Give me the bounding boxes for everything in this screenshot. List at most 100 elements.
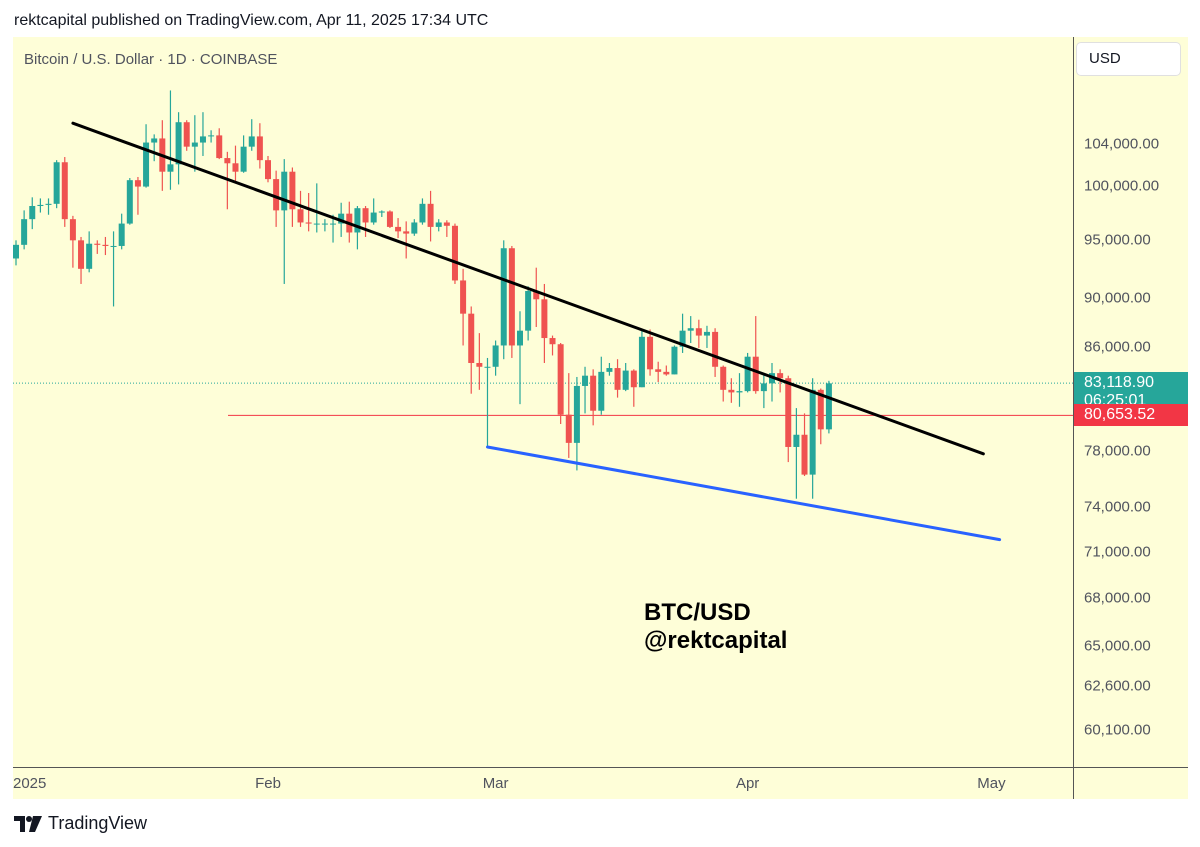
candle-body[interactable] [468,313,475,363]
candle-body[interactable] [330,223,337,225]
candle-body[interactable] [297,209,304,223]
candle-body[interactable] [736,391,743,393]
candle-body[interactable] [53,162,60,204]
resistance-trendline[interactable] [71,121,985,456]
candle-body[interactable] [395,226,402,232]
candle-body[interactable] [573,385,580,443]
candle-body[interactable] [305,222,312,224]
candle-body[interactable] [655,369,662,372]
candle-body[interactable] [492,345,499,367]
candle-body[interactable] [183,122,190,147]
candle-body[interactable] [13,244,19,259]
candle-body[interactable] [69,219,76,241]
candle-body[interactable] [809,389,816,475]
time-scale[interactable] [13,767,1073,799]
candle-body[interactable] [354,208,361,233]
candle-body[interactable] [78,240,85,269]
candle-body[interactable] [86,243,93,269]
candle-body[interactable] [273,179,280,211]
candle-body[interactable] [695,328,702,336]
candle-body[interactable] [606,368,613,372]
candle-body[interactable] [622,370,629,390]
candle-body[interactable] [630,370,637,388]
candle-body[interactable] [281,171,288,211]
candle-body[interactable] [403,231,410,234]
candle-body[interactable] [29,206,36,220]
candle-body[interactable] [191,142,198,147]
candle-body[interactable] [817,389,824,430]
candle-body[interactable] [525,291,532,331]
candle-body[interactable] [411,222,418,234]
candle-body[interactable] [110,245,117,247]
candle-body[interactable] [289,171,296,210]
candle-body[interactable] [134,180,141,187]
candle-body[interactable] [175,122,182,165]
candle-body[interactable] [435,222,442,227]
candle-body[interactable] [224,158,231,164]
candle-body[interactable] [362,208,369,223]
chart-pane[interactable] [13,37,1073,767]
candle-body[interactable] [712,331,719,367]
candle-body[interactable] [45,203,52,205]
candle-body[interactable] [476,362,483,367]
candle-body[interactable] [386,211,393,227]
candle-body[interactable] [565,414,572,443]
candle-body[interactable] [321,223,328,225]
candle-body[interactable] [793,434,800,447]
candle-body[interactable] [687,328,694,331]
candle-body[interactable] [549,338,556,345]
candle-body[interactable] [61,162,68,220]
candle-body[interactable] [720,366,727,390]
candle-body[interactable] [671,346,678,375]
candle-body[interactable] [703,331,710,336]
candle-body[interactable] [126,180,133,224]
candle-body[interactable] [590,375,597,411]
candle-body[interactable] [598,371,605,411]
candle-body[interactable] [801,434,808,475]
candle-body[interactable] [460,280,467,314]
candle-body[interactable] [533,291,540,300]
candle-body[interactable] [21,219,28,245]
candle-body[interactable] [647,336,654,370]
candle-body[interactable] [419,203,426,223]
candle-body[interactable] [338,213,345,224]
candle-body[interactable] [370,212,377,223]
support-trendline[interactable] [485,445,1002,542]
candle-body[interactable] [582,375,589,386]
currency-button[interactable]: USD [1077,43,1180,75]
candle-body[interactable] [777,373,784,379]
candle-body[interactable] [143,142,150,187]
candle-body[interactable] [508,248,515,346]
candle-body[interactable] [167,164,174,172]
candle-body[interactable] [240,146,247,172]
candle-body[interactable] [557,344,564,415]
candle-body[interactable] [451,225,458,281]
chart-annotation[interactable]: BTC/USD @rektcapital [644,599,787,655]
candle-body[interactable] [541,299,548,339]
candle-body[interactable] [443,222,450,226]
candle-body[interactable] [760,383,767,392]
candle-body[interactable] [102,244,109,246]
candle-body[interactable] [728,389,735,393]
candle-body[interactable] [517,330,523,346]
candle-body[interactable] [256,136,263,161]
candle-body[interactable] [679,330,686,347]
candle-body[interactable] [663,371,670,375]
candle-body[interactable] [313,223,320,225]
candle-body[interactable] [94,243,101,245]
candle-body[interactable] [199,136,206,143]
candle-body[interactable] [216,135,223,159]
tradingview-logo[interactable]: TradingView [14,813,147,834]
candle-body[interactable] [378,211,385,213]
candle-body[interactable] [118,223,125,246]
candle-body[interactable] [744,356,751,392]
candle-body[interactable] [37,204,44,207]
candle-body[interactable] [248,136,255,147]
candle-body[interactable] [825,383,832,430]
candle-body[interactable] [484,366,491,368]
candle-body[interactable] [232,163,239,172]
candle-body[interactable] [638,336,645,388]
candle-body[interactable] [427,203,434,227]
candle-body[interactable] [151,138,158,143]
candle-body[interactable] [500,248,507,346]
